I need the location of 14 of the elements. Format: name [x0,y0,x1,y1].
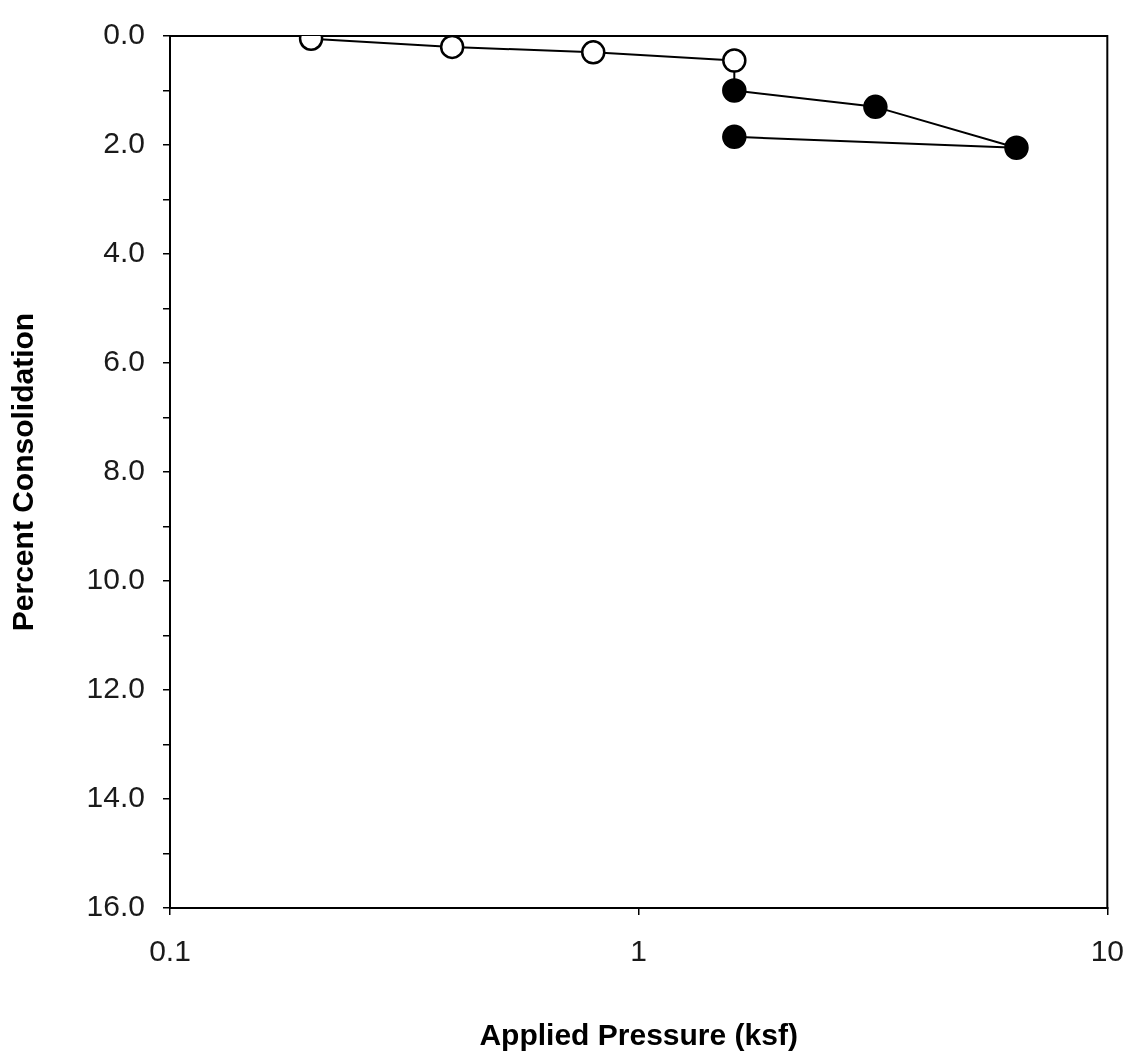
y-tick-label: 6.0 [103,344,145,378]
x-tick-label: 1 [630,934,647,968]
y-tick-label: 10.0 [86,562,145,596]
y-tick-label: 4.0 [103,235,145,269]
x-tick-label: 0.1 [149,934,191,968]
y-tick-label: 2.0 [103,126,145,160]
y-axis-title: Percent Consolidation [6,312,40,632]
y-tick-label: 16.0 [86,889,145,923]
y-tick-label: 0.0 [103,17,145,51]
x-tick-label: 10 [1090,934,1124,968]
y-tick-label: 14.0 [86,780,145,814]
x-axis-title: Applied Pressure (ksf) [479,1018,798,1052]
y-tick-label: 12.0 [86,671,145,705]
y-tick-label: 8.0 [103,453,145,487]
